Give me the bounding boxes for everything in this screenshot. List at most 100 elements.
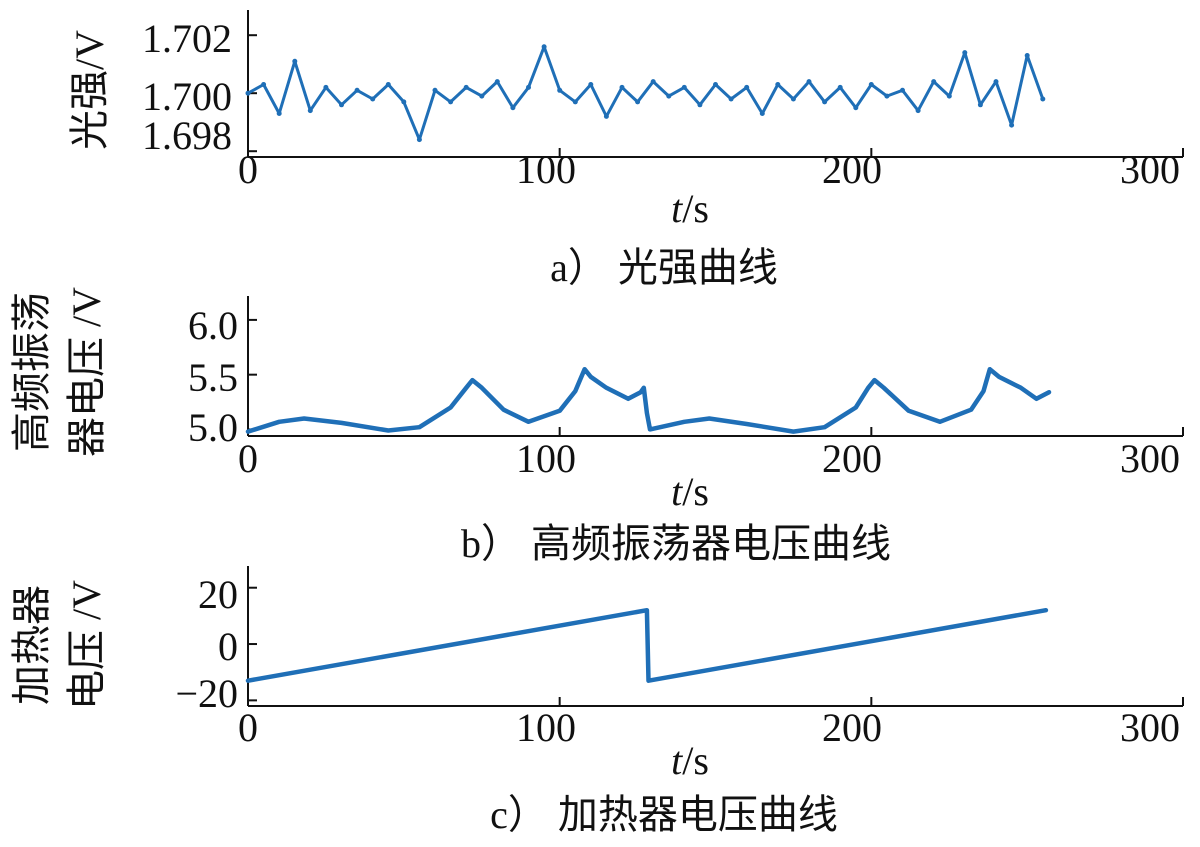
chart-b-ytick-label: 5.0 bbox=[188, 405, 238, 450]
chart-a-data-point bbox=[448, 99, 454, 105]
chart-c-xlabel: t/s bbox=[671, 738, 709, 783]
chart-c-ytick-labels: −20 0 20 bbox=[175, 572, 238, 716]
chart-a-xlabel-var: t bbox=[671, 186, 683, 231]
chart-a-ytick-label: 1.700 bbox=[142, 74, 232, 119]
chart-b-ytick-labels: 5.0 5.5 6.0 bbox=[188, 303, 238, 450]
chart-a-data-point bbox=[526, 84, 531, 90]
chart-a-data-point bbox=[853, 105, 859, 111]
chart-a-data-point bbox=[635, 99, 641, 105]
chart-a-data-point bbox=[931, 79, 937, 85]
chart-a-data-point bbox=[650, 79, 656, 85]
chart-b-xlabel: t/s bbox=[671, 469, 709, 514]
chart-b-xtick-label: 100 bbox=[516, 436, 576, 481]
chart-c-ytick-label: 0 bbox=[218, 624, 238, 669]
chart-a-xtick-label: 300 bbox=[1120, 147, 1180, 192]
chart-a-caption: a） 光强曲线 bbox=[550, 245, 778, 290]
chart-a-data-point bbox=[619, 84, 625, 90]
chart-c-xtick-labels: 0 100 200 300 bbox=[238, 705, 1180, 750]
chart-a-data-point bbox=[323, 84, 329, 90]
chart-c-ylabel-line1: 加热器 bbox=[9, 585, 54, 705]
chart-b-xtick-label: 0 bbox=[238, 436, 258, 481]
chart-c-ytick-label: 20 bbox=[198, 572, 238, 617]
chart-a-xtick-label: 0 bbox=[238, 147, 258, 192]
chart-a-xtick-label: 100 bbox=[516, 147, 576, 192]
chart-a-data-point bbox=[276, 111, 282, 116]
chart-c-xlabel-var: t bbox=[671, 738, 683, 783]
chart-b-series-line bbox=[245, 366, 1052, 434]
chart-a-marks bbox=[245, 44, 1046, 143]
chart-a-data-point bbox=[806, 79, 812, 85]
chart-a-data-point bbox=[759, 111, 765, 116]
chart-a-data-point bbox=[666, 93, 672, 99]
chart-c-ylabel-line2: 电压 /V bbox=[64, 580, 109, 710]
chart-c-xtick-label: 0 bbox=[238, 705, 258, 750]
chart-b-ylabel-line1: 高频振荡 bbox=[9, 292, 54, 452]
chart-a-data-point bbox=[494, 79, 500, 85]
chart-a-data-point bbox=[510, 105, 516, 111]
chart-a-data-point bbox=[261, 82, 267, 87]
chart-c: −20 0 20 0 100 200 300 加热器 电压 /V t/s c） … bbox=[9, 566, 1184, 837]
chart-c-xtick-label: 100 bbox=[516, 705, 576, 750]
chart-a-data-point bbox=[541, 44, 547, 50]
chart-b-caption: b） 高频振荡器电压曲线 bbox=[461, 521, 891, 566]
chart-b-xtick-label: 200 bbox=[822, 436, 882, 481]
chart-a-data-point bbox=[339, 102, 344, 108]
chart-a-data-point bbox=[1024, 53, 1030, 58]
chart-a-data-point bbox=[245, 90, 251, 96]
chart-c-ytick-label: −20 bbox=[175, 671, 238, 716]
chart-c-marks bbox=[245, 607, 1049, 683]
chart-a-xlabel-unit: /s bbox=[682, 186, 709, 231]
chart-a-data-point bbox=[993, 79, 999, 85]
chart-a-data-point bbox=[401, 99, 407, 105]
chart-a-data-point bbox=[868, 82, 874, 87]
chart-a-data-point bbox=[962, 50, 968, 56]
chart-a-data-point bbox=[1040, 96, 1046, 102]
chart-a-data-point bbox=[884, 93, 890, 99]
chart-a-data-point bbox=[603, 113, 609, 119]
chart-b-xlabel-var: t bbox=[671, 469, 683, 514]
chart-a-data-point bbox=[307, 108, 313, 114]
chart-a-data-point bbox=[790, 96, 796, 102]
chart-a-data-point bbox=[1009, 122, 1015, 128]
chart-c-caption: c） 加热器电压曲线 bbox=[490, 792, 838, 837]
chart-a-xlabel: t/s bbox=[671, 186, 709, 231]
chart-b-ytick-label: 5.5 bbox=[188, 355, 238, 400]
chart-b-marks bbox=[245, 366, 1052, 434]
chart-c-series-line bbox=[245, 607, 1049, 683]
chart-a-data-point bbox=[463, 84, 469, 90]
chart-a-xtick-label: 200 bbox=[822, 147, 882, 192]
chart-a-data-point bbox=[557, 87, 563, 93]
chart-b-ytick-label: 6.0 bbox=[188, 303, 238, 348]
chart-a-xtick-labels: 0 100 200 300 bbox=[238, 147, 1180, 192]
chart-a-data-point bbox=[822, 99, 828, 105]
chart-a-data-point bbox=[572, 99, 578, 105]
chart-a-data-point bbox=[713, 82, 718, 87]
chart-a-data-point bbox=[915, 108, 921, 114]
chart-a-data-point bbox=[681, 84, 687, 90]
chart-c-xtick-label: 300 bbox=[1120, 705, 1180, 750]
chart-a-data-point bbox=[416, 137, 422, 143]
chart-a-data-point bbox=[744, 84, 750, 90]
chart-a-data-point bbox=[900, 87, 905, 93]
chart-a-series-line bbox=[246, 45, 1045, 142]
chart-a-data-point bbox=[837, 84, 843, 90]
chart-a-data-point bbox=[977, 102, 983, 108]
chart-b-xtick-label: 300 bbox=[1120, 436, 1180, 481]
chart-b-axes bbox=[247, 296, 1184, 437]
chart-a-data-point bbox=[385, 82, 391, 87]
chart-a-data-point bbox=[588, 82, 594, 87]
chart-a-ytick-label: 1.698 bbox=[142, 113, 232, 158]
chart-a-ylabel: 光强/V bbox=[67, 30, 112, 150]
chart-a-data-point bbox=[946, 93, 952, 99]
chart-a-data-point bbox=[292, 58, 298, 64]
chart-a-data-point bbox=[479, 93, 485, 99]
chart-b-xlabel-unit: /s bbox=[682, 469, 709, 514]
chart-a-ytick-label: 1.702 bbox=[142, 16, 232, 61]
chart-c-xtick-label: 200 bbox=[822, 705, 882, 750]
chart-a: 1.698 1.700 1.702 0 100 200 300 光强/V t/s… bbox=[67, 10, 1184, 290]
chart-a-axes bbox=[247, 10, 1184, 158]
chart-c-axes bbox=[247, 566, 1184, 707]
chart-a-data-point bbox=[370, 96, 376, 102]
